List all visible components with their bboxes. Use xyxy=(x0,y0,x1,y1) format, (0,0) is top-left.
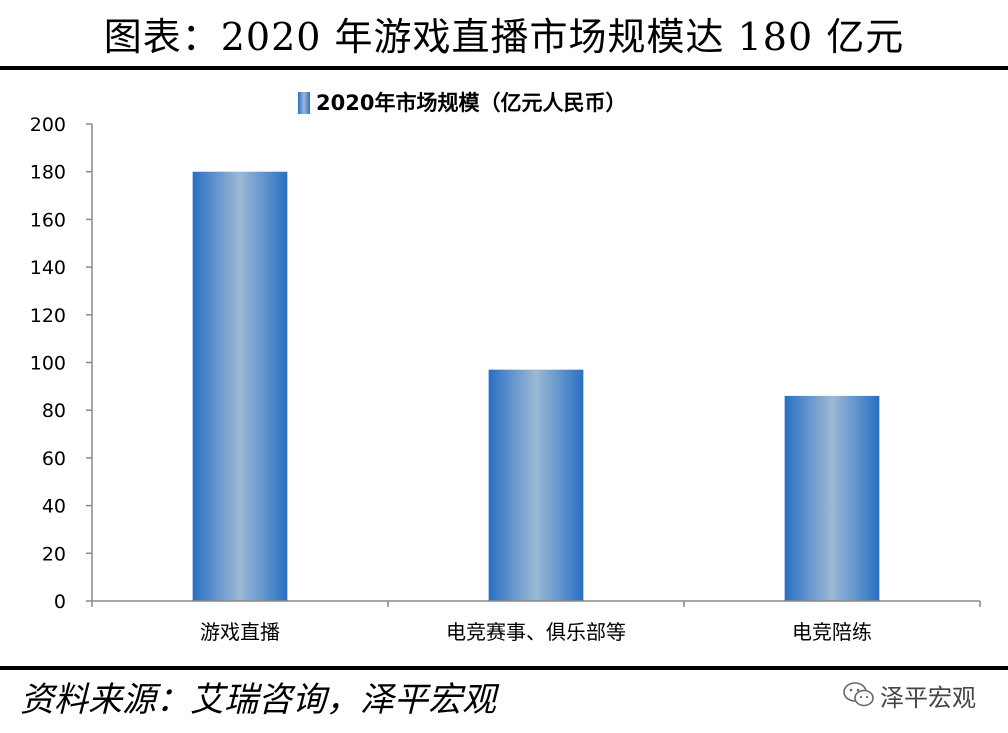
bar xyxy=(784,395,880,601)
legend: 2020年市场规模（亿元人民币） xyxy=(298,91,626,115)
x-tick-label: 电竞赛事、俱乐部等 xyxy=(446,620,626,644)
y-tick-label: 20 xyxy=(42,543,66,565)
bars xyxy=(192,171,880,601)
brand-name: 泽平宏观 xyxy=(880,683,976,712)
y-tick-label: 160 xyxy=(30,209,66,231)
bar-chart: 2020年市场规模（亿元人民币） 0 20 40 60 80 100 120 140 160 18… xyxy=(30,91,981,644)
wechat-icon xyxy=(843,682,874,707)
y-axis: 0 20 40 60 80 100 120 140 160 180 200 xyxy=(30,114,93,613)
y-tick-label: 120 xyxy=(30,305,66,327)
x-tick-label: 游戏直播 xyxy=(200,620,280,644)
x-axis: 游戏直播 电竞赛事、俱乐部等 电竞陪练 xyxy=(91,600,981,644)
y-tick-label: 140 xyxy=(30,257,66,279)
y-tick-label: 180 xyxy=(30,162,66,184)
legend-label: 2020年市场规模（亿元人民币） xyxy=(316,91,626,115)
y-tick-label: 0 xyxy=(54,591,66,613)
brand-watermark: 泽平宏观 xyxy=(842,677,976,713)
y-tick-label: 80 xyxy=(42,400,66,422)
y-tick-label: 100 xyxy=(30,353,66,375)
page-title: 图表：2020 年游戏直播市场规模达 180 亿元 xyxy=(103,15,905,59)
bar xyxy=(192,171,288,601)
legend-swatch xyxy=(298,92,310,114)
source-note: 资料来源：艾瑞咨询，泽平宏观 xyxy=(20,680,496,720)
y-tick-label: 60 xyxy=(42,448,66,470)
y-tick-label: 200 xyxy=(30,114,66,136)
x-tick-label: 电竞陪练 xyxy=(792,620,872,644)
y-tick-label: 40 xyxy=(42,496,66,518)
top-divider xyxy=(0,66,1008,70)
bar xyxy=(488,369,584,601)
bottom-divider xyxy=(0,666,1008,670)
